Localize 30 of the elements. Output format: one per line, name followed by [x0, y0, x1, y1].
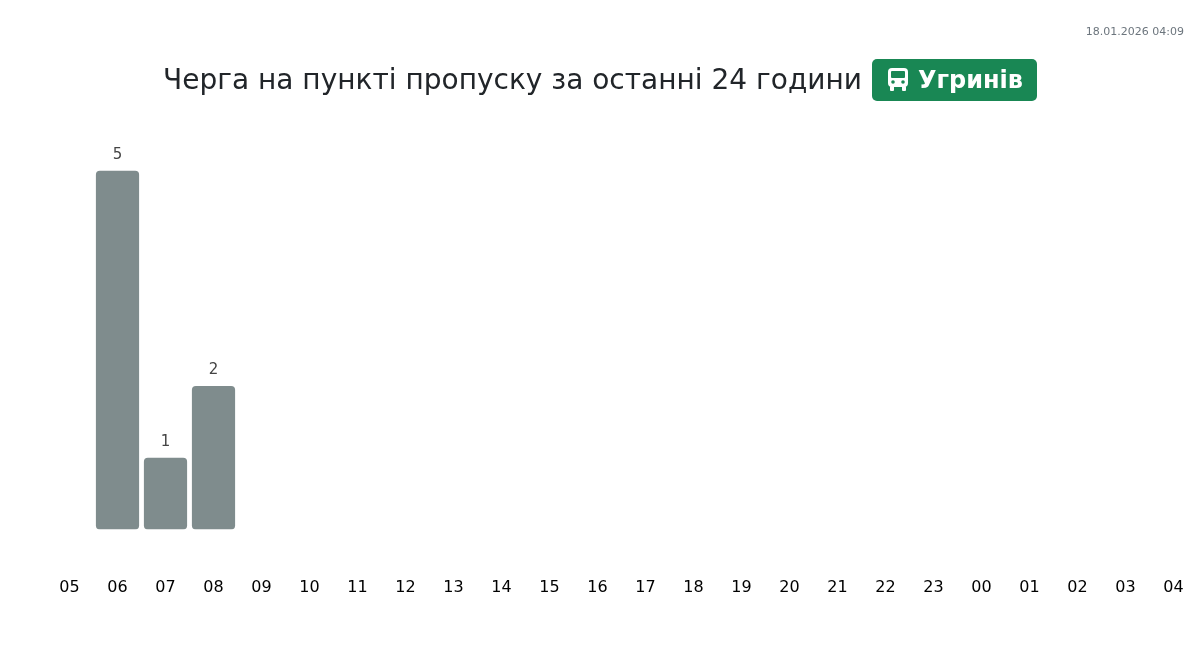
data-label: 2 [208, 359, 219, 378]
x-tick-label: 10 [299, 576, 320, 596]
x-tick-label: 02 [1067, 576, 1088, 596]
x-tick-label: 23 [923, 576, 944, 596]
x-tick-label: 17 [635, 576, 656, 596]
x-tick-label: 07 [155, 576, 176, 596]
x-tick-label: 16 [587, 576, 608, 596]
data-label: 5 [112, 144, 123, 163]
x-tick-label: 13 [443, 576, 464, 596]
x-tick-label: 14 [491, 576, 512, 596]
x-tick-label: 19 [731, 576, 752, 596]
x-tick-label: 21 [827, 576, 848, 596]
x-tick-label: 22 [875, 576, 896, 596]
x-tick-label: 00 [971, 576, 992, 596]
x-tick-label: 05 [59, 576, 80, 596]
x-tick-label: 20 [779, 576, 800, 596]
chart-title: Черга на пункті пропуску за останні 24 години [163, 62, 862, 98]
x-tick-label: 04 [1163, 576, 1184, 596]
x-tick-label: 12 [395, 576, 416, 596]
x-tick-label: 18 [683, 576, 704, 596]
text: 18.01.2026 04:09 [1085, 24, 1184, 39]
x-tick-label: 09 [251, 576, 272, 596]
data-label: 1 [160, 431, 171, 450]
x-tick-label: 11 [347, 576, 368, 596]
x-tick-label: 06 [107, 576, 128, 596]
x-tick-label: 15 [539, 576, 560, 596]
x-tick-label: 08 [203, 576, 224, 596]
x-tick-label: 01 [1019, 576, 1040, 596]
x-tick-label: 03 [1115, 576, 1136, 596]
chart-subtitle: Угринів [917, 64, 1023, 96]
